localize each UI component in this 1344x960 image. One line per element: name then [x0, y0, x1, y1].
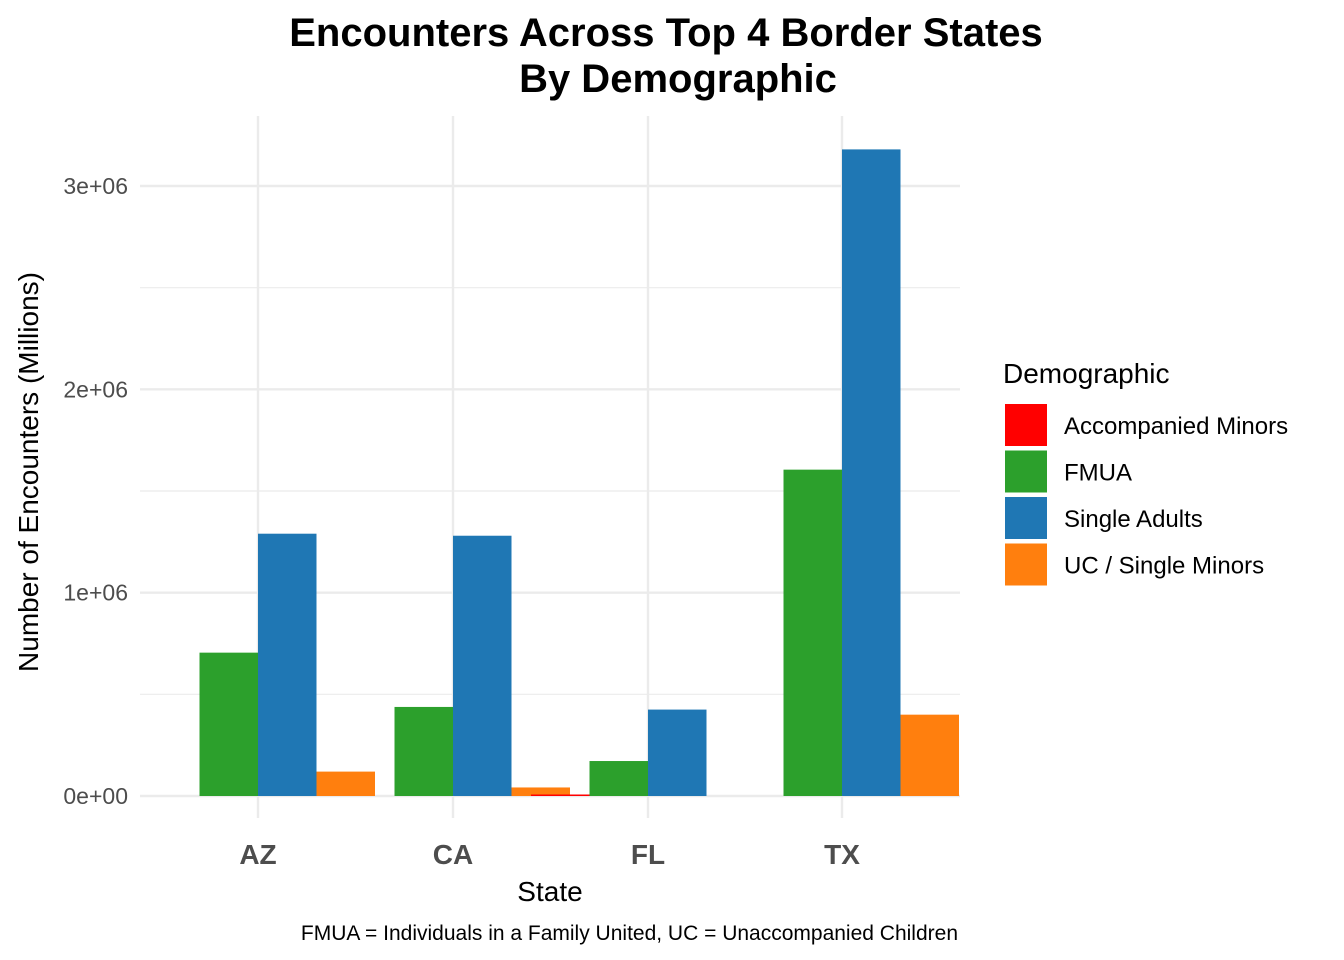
- x-tick-label: FL: [631, 839, 665, 870]
- x-axis-title: State: [517, 876, 582, 907]
- bar-az-single-adults: [258, 533, 317, 796]
- x-axis-ticks: AZ CA FL TX: [239, 839, 860, 870]
- bars: [199, 149, 959, 796]
- x-tick-label: AZ: [239, 839, 276, 870]
- legend: Demographic Accompanied Minors FMUA Single…: [1003, 358, 1288, 586]
- y-axis-title: Number of Encounters (Millions): [13, 272, 44, 672]
- bar-fl-single-adults: [648, 709, 707, 796]
- y-tick-label: 1e+06: [63, 580, 128, 606]
- bar-ca-fmua: [394, 706, 453, 796]
- bar-az-uc-single-minors: [316, 771, 375, 796]
- legend-label: UC / Single Minors: [1064, 553, 1264, 580]
- y-axis-ticks: 0e+00 1e+06 2e+06 3e+06: [63, 173, 128, 809]
- legend-key-uc-single-minors: [1005, 543, 1047, 586]
- legend-title: Demographic: [1003, 358, 1170, 389]
- x-tick-label: TX: [824, 839, 860, 870]
- y-tick-label: 3e+06: [63, 173, 128, 199]
- legend-key-fmua: [1005, 450, 1047, 493]
- bar-tx-single-adults: [842, 149, 901, 796]
- chart-caption: FMUA = Individuals in a Family United, U…: [301, 922, 958, 945]
- legend-label: FMUA: [1064, 460, 1132, 487]
- legend-key-single-adults: [1005, 497, 1047, 539]
- bar-ca-single-adults: [453, 535, 512, 796]
- legend-label: Single Adults: [1064, 506, 1203, 533]
- legend-label: Accompanied Minors: [1064, 413, 1288, 440]
- y-tick-label: 0e+00: [63, 783, 128, 809]
- bar-fl-accompanied-minors: [531, 794, 590, 796]
- bar-fl-fmua: [589, 761, 648, 796]
- bar-az-fmua: [199, 652, 258, 796]
- bar-ca-uc-single-minors: [511, 787, 570, 796]
- chart-title: Encounters Across Top 4 Border States: [289, 11, 1043, 55]
- chart-subtitle: By Demographic: [519, 57, 837, 101]
- bar-tx-fmua: [783, 469, 842, 796]
- x-tick-label: CA: [433, 839, 473, 870]
- bar-tx-uc-single-minors: [900, 714, 959, 796]
- legend-key-accompanied-minors: [1005, 404, 1047, 446]
- y-tick-label: 2e+06: [63, 376, 128, 402]
